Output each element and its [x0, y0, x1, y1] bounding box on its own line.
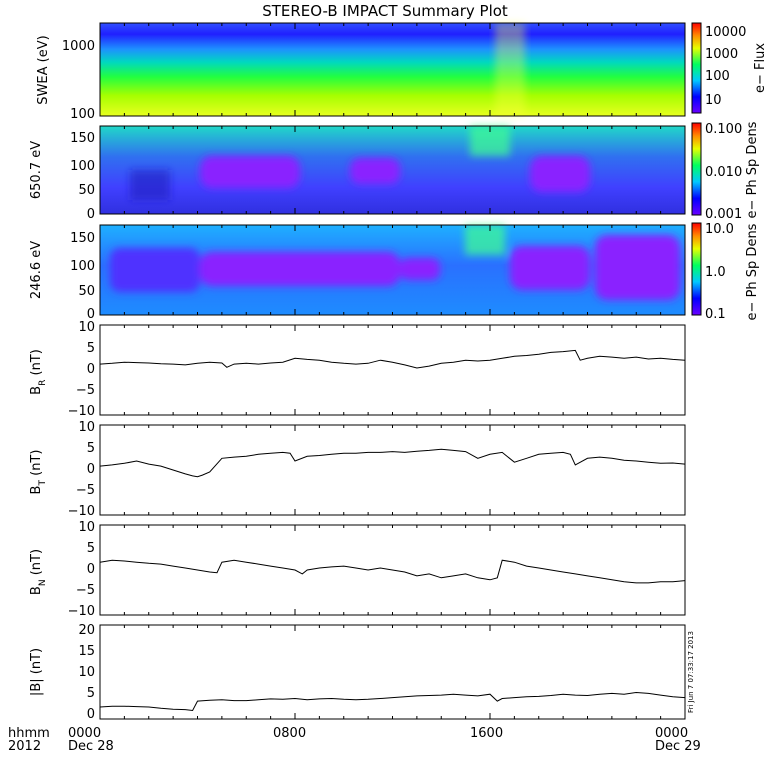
generation-timestamp: Fri Jun 7 07:33:17 2013: [687, 631, 695, 713]
tick-label: 150: [70, 231, 95, 246]
br-y-axis-label: BR (nT): [29, 349, 48, 395]
tick-label: 15: [78, 644, 95, 659]
tick-label: 150: [70, 131, 95, 146]
tick-label: 20: [78, 623, 95, 638]
br-panel: 10 5 0 −5 −10 BR (nT): [29, 320, 686, 419]
tick-label: 5: [87, 441, 95, 456]
tick-label: 0: [87, 207, 95, 222]
tick-label: 0: [87, 562, 95, 577]
tick-label: 100: [70, 159, 95, 174]
bn-y-axis-label: BN (nT): [29, 549, 48, 595]
tick-label: 0: [87, 307, 95, 322]
swea-y-axis-label: SWEA (eV): [36, 35, 51, 104]
tick-label: 1000: [705, 47, 738, 62]
tick-label: −5: [76, 583, 95, 598]
tick-label: −5: [76, 383, 95, 398]
bt-panel: 10 5 0 −5 −10 BT (nT): [29, 420, 686, 519]
tick-label: 100: [70, 107, 95, 122]
tick-label: 50: [78, 284, 95, 299]
tick-label: 0: [87, 462, 95, 477]
flux-colorbar: 10000 1000 100 10 e− Flux: [691, 22, 768, 114]
bmag-y-axis-label: |B| (nT): [29, 648, 44, 696]
tick-label: 0.010: [705, 165, 742, 180]
x-tick-label: 0800: [273, 726, 306, 741]
pad-650-panel: 150 100 50 0 650.7 eV: [29, 125, 686, 222]
colorbar-label: e− Ph Sp Dens: [745, 223, 760, 320]
tick-label: −10: [68, 504, 95, 519]
swea-spectrogram-image: [100, 23, 685, 116]
tick-label: −5: [76, 483, 95, 498]
tick-label: 10: [78, 665, 95, 680]
tick-label: 10: [78, 520, 95, 535]
x-tick-label: 0000: [68, 726, 101, 741]
phsp-650-colorbar: 0.100 0.010 0.001 e− Ph Sp Dens: [691, 121, 760, 222]
swea-spectrogram-panel: 1000 100 SWEA (eV): [36, 22, 686, 122]
tick-label: 5: [87, 541, 95, 556]
x-tick-label: 0000: [655, 726, 688, 741]
tick-label: 10: [78, 420, 95, 435]
bt-y-axis-label: BT (nT): [29, 450, 48, 495]
tick-label: 10000: [705, 25, 746, 40]
end-date-label: Dec 29: [655, 739, 701, 754]
tick-label: 10: [705, 93, 722, 108]
bmag-panel: 20 15 10 5 0 |B| (nT) Fri Jun 7 07:33:17…: [29, 623, 695, 722]
swea-y-axis: 1000 100: [62, 39, 95, 122]
time-axis: hhmm 2012 0000 0800 1600 0000 Dec 28 Dec…: [8, 726, 701, 754]
tick-label: −10: [68, 604, 95, 619]
tick-label: 0.100: [705, 122, 742, 137]
colorbar-label: e− Ph Sp Dens: [745, 121, 760, 218]
pad-246-panel: 150 100 50 0 246.6 eV: [29, 224, 686, 322]
tick-label: 0.1: [705, 307, 726, 322]
tick-label: −10: [68, 404, 95, 419]
tick-label: 0: [87, 362, 95, 377]
pad-246-y-axis-label: 246.6 eV: [29, 241, 44, 299]
tick-label: 10: [78, 320, 95, 335]
year-label: 2012: [8, 739, 41, 754]
time-format-label: hhmm: [8, 726, 50, 741]
x-tick-label: 1600: [470, 726, 503, 741]
tick-label: 0.001: [705, 207, 742, 222]
tick-label: 1.0: [705, 265, 726, 280]
tick-label: 1000: [62, 39, 95, 54]
start-date-label: Dec 28: [68, 739, 114, 754]
tick-label: 100: [705, 69, 730, 84]
tick-label: 0: [87, 707, 95, 722]
series-line: [99, 349, 686, 369]
series-line: [99, 691, 686, 712]
colorbar-label: e− Flux: [753, 43, 768, 93]
series-line: [99, 448, 686, 478]
series-line: [99, 559, 686, 584]
bn-panel: 10 5 0 −5 −10 BN (nT): [29, 520, 686, 619]
tick-label: 50: [78, 183, 95, 198]
tick-label: 10.0: [705, 222, 734, 237]
pad-650-y-axis-label: 650.7 eV: [29, 141, 44, 199]
tick-label: 5: [87, 686, 95, 701]
plot-title: STEREO-B IMPACT Summary Plot: [262, 2, 508, 20]
phsp-246-colorbar: 10.0 1.0 0.1 e− Ph Sp Dens: [691, 222, 760, 322]
tick-label: 5: [87, 341, 95, 356]
axis-ticks: [99, 23, 686, 719]
tick-label: 100: [70, 259, 95, 274]
